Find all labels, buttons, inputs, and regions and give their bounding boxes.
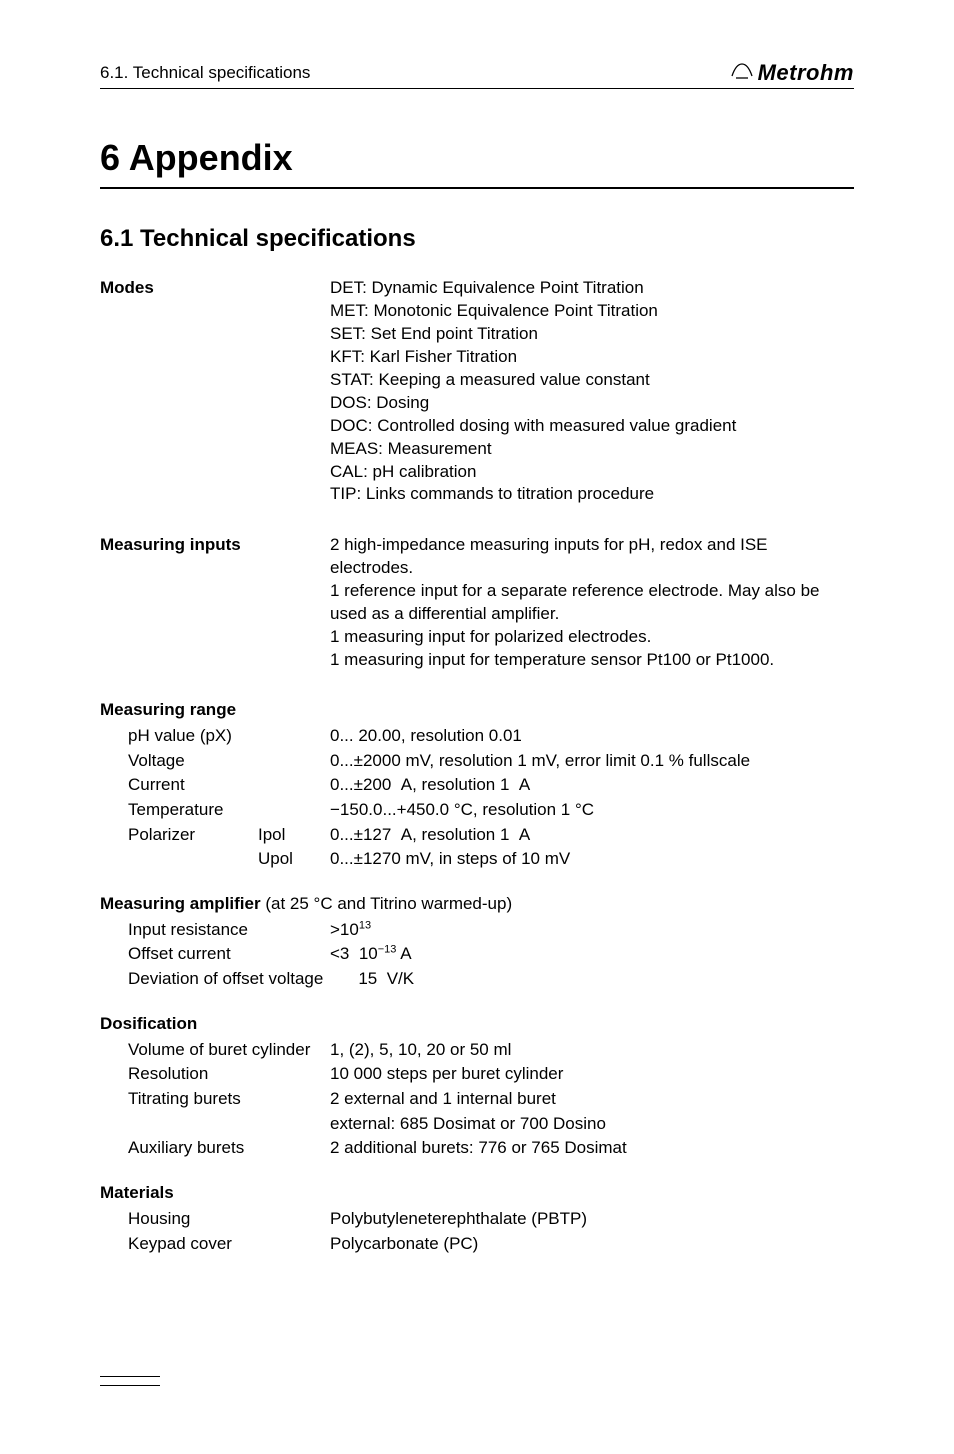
spec-label-materials: Materials [100, 1183, 854, 1203]
mat-row: HousingPolybutyleneterephthalate (PBTP) [100, 1207, 854, 1232]
logo-text: Metrohm [758, 60, 854, 86]
amp-row: Offset current <3 10−13 A [100, 942, 854, 967]
dos-row: Auxiliary burets2 additional burets: 776… [100, 1136, 854, 1161]
spec-value-modes: DET: Dynamic Equivalence Point Titration… [330, 277, 854, 506]
title-rule [100, 187, 854, 189]
range-row: PolarizerIpol 0...±127 A, resolution 1 A [100, 823, 854, 848]
mode-line: DOS: Dosing [330, 392, 854, 415]
spec-label-measuring-inputs: Measuring inputs [100, 534, 330, 672]
amp-row: Input resistance >1013 [100, 918, 854, 943]
spec-value-measuring-inputs: 2 high-impedance measuring inputs for pH… [330, 534, 854, 672]
footer-rules [100, 1376, 160, 1386]
page: 6.1. Technical specifications Metrohm 6 … [0, 0, 954, 1454]
mode-line: TIP: Links commands to titration procedu… [330, 483, 854, 506]
mode-line: CAL: pH calibration [330, 461, 854, 484]
mode-line: DOC: Controlled dosing with measured val… [330, 415, 854, 438]
dos-row: external: 685 Dosimat or 700 Dosino [100, 1112, 854, 1137]
page-title: 6 Appendix [100, 137, 854, 179]
dos-row: Volume of buret cylinder1, (2), 5, 10, 2… [100, 1038, 854, 1063]
range-row: Current 0...±200 A, resolution 1 A [100, 773, 854, 798]
spec-measuring-amplifier: Input resistance >1013 Offset current <3… [100, 918, 854, 992]
range-row: pH value (pX) 0... 20.00, resolution 0.0… [100, 724, 854, 749]
brand-logo: Metrohm [730, 60, 854, 86]
mode-line: MET: Monotonic Equivalence Point Titrati… [330, 300, 854, 323]
spec-measuring-range: pH value (pX) 0... 20.00, resolution 0.0… [100, 724, 854, 872]
page-header: 6.1. Technical specifications Metrohm [100, 60, 854, 89]
dos-row: Titrating burets2 external and 1 interna… [100, 1087, 854, 1112]
amp-row: Deviation of offset voltage 15 V/K [100, 967, 854, 992]
range-row: Upol 0...±1270 mV, in steps of 10 mV [100, 847, 854, 872]
spec-dosification: Volume of buret cylinder1, (2), 5, 10, 2… [100, 1038, 854, 1161]
mode-line: DET: Dynamic Equivalence Point Titration [330, 277, 854, 300]
range-row: Voltage 0...±2000 mV, resolution 1 mV, e… [100, 749, 854, 774]
spec-label-dosification: Dosification [100, 1014, 854, 1034]
dos-row: Resolution10 000 steps per buret cylinde… [100, 1062, 854, 1087]
spec-modes: Modes DET: Dynamic Equivalence Point Tit… [100, 277, 854, 506]
spec-label-measuring-range: Measuring range [100, 700, 854, 720]
logo-icon [730, 62, 754, 85]
mode-line: STAT: Keeping a measured value constant [330, 369, 854, 392]
header-section-ref: 6.1. Technical specifications [100, 63, 310, 83]
mi-line: 1 measuring input for temperature sensor… [330, 649, 854, 672]
mode-line: KFT: Karl Fisher Titration [330, 346, 854, 369]
mi-line: 1 measuring input for polarized electrod… [330, 626, 854, 649]
spec-measuring-inputs: Measuring inputs 2 high-impedance measur… [100, 534, 854, 672]
mi-line: 1 reference input for a separate referen… [330, 580, 854, 626]
mode-line: MEAS: Measurement [330, 438, 854, 461]
mat-row: Keypad coverPolycarbonate (PC) [100, 1232, 854, 1257]
mi-line: 2 high-impedance measuring inputs for pH… [330, 534, 854, 580]
spec-materials: HousingPolybutyleneterephthalate (PBTP) … [100, 1207, 854, 1256]
spec-label-modes: Modes [100, 277, 330, 506]
range-row: Temperature −150.0...+450.0 °C, resoluti… [100, 798, 854, 823]
section-title: 6.1 Technical specifications [100, 225, 854, 253]
mode-line: SET: Set End point Titration [330, 323, 854, 346]
spec-label-measuring-amplifier: Measuring amplifier (at 25 °C and Titrin… [100, 894, 854, 914]
